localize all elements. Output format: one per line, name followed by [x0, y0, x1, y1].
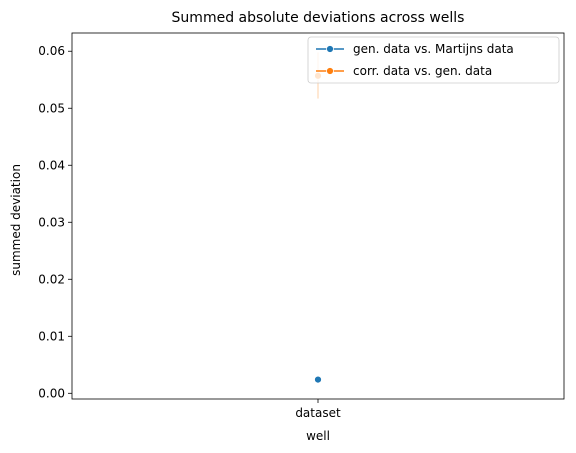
y-tick-label: 0.03 — [38, 215, 65, 229]
y-tick-label: 0.04 — [38, 158, 65, 172]
y-tick-label: 0.06 — [38, 44, 65, 58]
legend-label-0: gen. data vs. Martijns data — [353, 42, 514, 56]
plot-area: 0.00 0.01 0.02 0.03 0.04 0.05 0.06 dataset — [38, 32, 565, 420]
y-tick-label: 0.05 — [38, 101, 65, 115]
x-tick-label: dataset — [295, 406, 341, 420]
data-point-0 — [314, 375, 322, 384]
y-axis-label: summed deviation — [9, 164, 23, 276]
legend-marker-0 — [326, 45, 334, 53]
y-tick-label: 0.01 — [38, 329, 65, 343]
legend: gen. data vs. Martijns data corr. data vs… — [307, 36, 560, 84]
y-tick-label: 0.00 — [38, 386, 65, 400]
y-tick-label: 0.02 — [38, 272, 65, 286]
x-axis-label: well — [306, 429, 330, 443]
legend-label-1: corr. data vs. gen. data — [353, 64, 492, 78]
legend-box — [307, 36, 560, 84]
legend-marker-1 — [326, 67, 334, 75]
chart-title: Summed absolute deviations across wells — [172, 10, 465, 26]
